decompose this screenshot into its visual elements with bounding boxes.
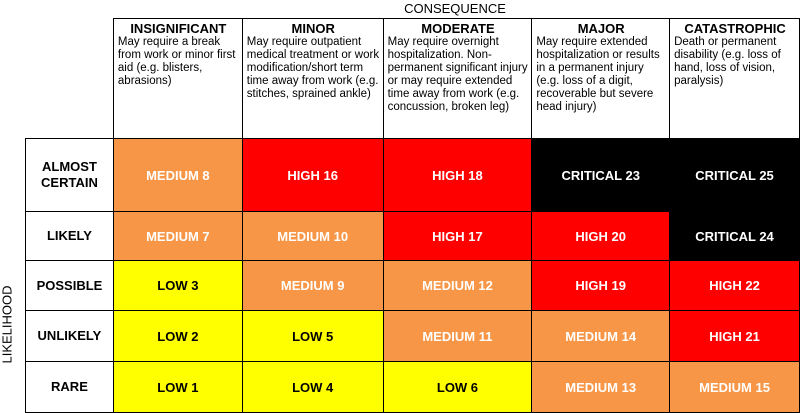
consequence-description: May require a break from work or minor f… [117, 36, 236, 87]
risk-cell: CRITICAL 25 [669, 138, 800, 212]
header-row: INSIGNIFICANT May require a break from wo… [25, 18, 800, 139]
likelihood-row: UNLIKELY LOW 2 LOW 5 MEDIUM 11 MEDIUM 14… [25, 310, 800, 362]
risk-cell: HIGH 22 [669, 260, 800, 311]
risk-cell: MEDIUM 13 [531, 361, 671, 413]
risk-cell: MEDIUM 10 [241, 211, 384, 261]
likelihood-label: ALMOST CERTAIN [25, 138, 114, 212]
risk-cell: LOW 5 [241, 310, 384, 362]
risk-cell: LOW 4 [241, 361, 384, 413]
likelihood-row: ALMOST CERTAIN MEDIUM 8 HIGH 16 HIGH 18 … [25, 138, 800, 212]
consequence-header: MODERATE May require overnight hospitaliz… [382, 18, 533, 139]
risk-cell: MEDIUM 14 [531, 310, 671, 362]
risk-cell: HIGH 19 [531, 260, 671, 311]
risk-cell: LOW 1 [112, 361, 243, 413]
risk-cell: HIGH 20 [531, 211, 671, 261]
likelihood-label: LIKELY [25, 211, 114, 261]
likelihood-row: LIKELY MEDIUM 7 MEDIUM 10 HIGH 17 HIGH 2… [25, 211, 800, 261]
consequence-description: Death or permanent disability (e.g. loss… [674, 36, 781, 87]
risk-cell: CRITICAL 23 [531, 138, 671, 212]
risk-matrix: INSIGNIFICANT May require a break from wo… [25, 18, 800, 413]
risk-cell: MEDIUM 8 [112, 138, 243, 212]
consequence-name: INSIGNIFICANT [130, 21, 227, 36]
risk-cell: MEDIUM 9 [241, 260, 384, 311]
risk-cell: MEDIUM 7 [112, 211, 243, 261]
consequence-header: MINOR May require outpatient medical trea… [241, 18, 384, 139]
consequence-description: May require overnight hospitalization. N… [387, 36, 528, 113]
consequence-name: CATASTROPHIC [684, 21, 786, 36]
likelihood-label: POSSIBLE [25, 260, 114, 311]
likelihood-label: UNLIKELY [25, 310, 114, 362]
consequence-description: May require extended hospitalization or … [536, 36, 660, 113]
consequence-description: May require outpatient medical treatment… [246, 36, 380, 100]
risk-cell: LOW 2 [112, 310, 243, 362]
risk-cell: CRITICAL 24 [669, 211, 800, 261]
risk-cell: MEDIUM 15 [669, 361, 800, 413]
risk-cell: HIGH 16 [241, 138, 384, 212]
consequence-name: MODERATE [421, 21, 495, 36]
corner-cell [25, 18, 114, 139]
risk-cell: MEDIUM 12 [382, 260, 533, 311]
risk-cell: HIGH 17 [382, 211, 533, 261]
likelihood-row: RARE LOW 1 LOW 4 LOW 6 MEDIUM 13 MEDIUM … [25, 361, 800, 413]
consequence-header: CATASTROPHIC Death or permanent disabilit… [669, 18, 800, 139]
consequence-header: INSIGNIFICANT May require a break from wo… [112, 18, 243, 139]
consequence-name: MINOR [291, 21, 335, 36]
risk-cell: HIGH 21 [669, 310, 800, 362]
risk-cell: LOW 6 [382, 361, 533, 413]
risk-cell: LOW 3 [112, 260, 243, 311]
consequence-header: MAJOR May require extended hospitalizatio… [531, 18, 671, 139]
likelihood-axis-title: LIKELIHOOD [0, 285, 15, 364]
consequence-axis-title: CONSEQUENCE [404, 1, 506, 16]
consequence-name: MAJOR [577, 21, 625, 36]
likelihood-label: RARE [25, 361, 114, 413]
likelihood-row: POSSIBLE LOW 3 MEDIUM 9 MEDIUM 12 HIGH 1… [25, 260, 800, 311]
risk-cell: HIGH 18 [382, 138, 533, 212]
risk-cell: MEDIUM 11 [382, 310, 533, 362]
